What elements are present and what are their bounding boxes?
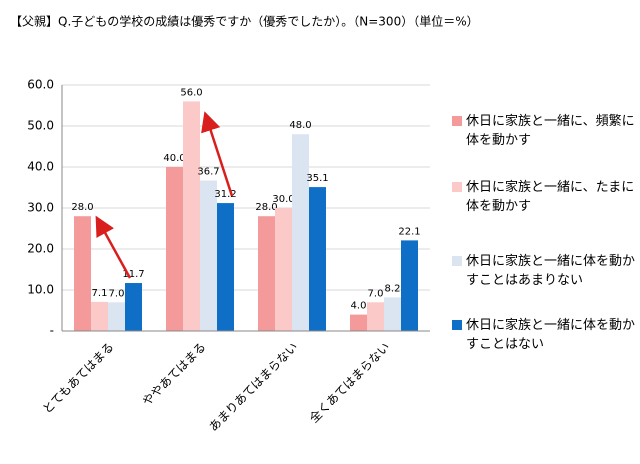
bar [275,208,292,331]
bar [217,203,234,331]
arrow [95,215,132,279]
bar [309,187,326,331]
bar [258,216,275,331]
value-label: 48.0 [289,120,311,131]
y-tick-label: 40.0 [27,160,54,174]
value-label: 56.0 [180,87,202,98]
x-tick-label: とてもあてはまる [40,340,117,417]
x-tick-label: ややあてはまる [140,340,209,409]
legend-swatch [452,182,462,192]
y-tick-label: 60.0 [27,78,54,92]
value-label: 11.7 [122,269,144,280]
bar [125,283,142,331]
legend-label: 休日に家族と一緒に、たまに体を動かす [466,180,635,214]
value-label: 30.0 [272,194,294,205]
value-label: 31.2 [214,189,236,200]
legend-swatch [452,320,462,330]
legend-entry: 休日に家族と一緒に、頻繁に体を動かす [452,112,640,150]
value-label: 7.0 [368,288,384,299]
legend-label: 休日に家族と一緒に体を動かすことはあまりない [466,254,636,288]
bar [183,101,200,332]
arrow [201,111,234,197]
bar [108,302,125,331]
value-label: 35.1 [306,173,328,184]
bar [401,240,418,331]
y-tick-label: 30.0 [27,201,54,215]
bar [91,301,108,331]
value-label: 7.0 [109,288,125,299]
bar [200,180,217,331]
legend-swatch [452,256,462,266]
y-tick-label: 20.0 [27,242,54,256]
value-label: 28.0 [71,202,93,213]
bar [74,216,91,331]
y-tick-label: - [50,324,54,338]
y-tick-label: 10.0 [27,283,54,297]
legend-label: 休日に家族と一緒に体を動かすことはない [466,318,636,352]
y-tick-label: 50.0 [27,119,54,133]
value-label: 7.1 [92,288,108,299]
bar [384,297,401,331]
legend-entry: 休日に家族と一緒に体を動かすことはあまりない [452,252,640,290]
value-label: 22.1 [398,226,420,237]
bar [350,314,367,331]
bar [166,167,183,331]
bar [367,302,384,331]
legend-entry: 休日に家族と一緒に、たまに体を動かす [452,178,640,216]
bar [292,134,309,331]
legend-label: 休日に家族と一緒に、頻繁に体を動かす [466,114,635,148]
value-label: 28.0 [255,202,277,213]
x-tick-label: あまりあてはまらない [206,340,300,434]
legend-entry: 休日に家族と一緒に体を動かすことはない [452,316,640,354]
x-tick-label: 全くあてはまらない [306,339,393,426]
value-label: 8.2 [385,283,401,294]
value-label: 4.0 [351,301,367,312]
chart-title: 【父親】Q.子どもの学校の成績は優秀ですか（優秀でしたか）。（N=300）（単位… [10,14,479,29]
value-label: 40.0 [163,153,185,164]
value-label: 36.7 [197,167,219,178]
legend-swatch [452,116,462,126]
